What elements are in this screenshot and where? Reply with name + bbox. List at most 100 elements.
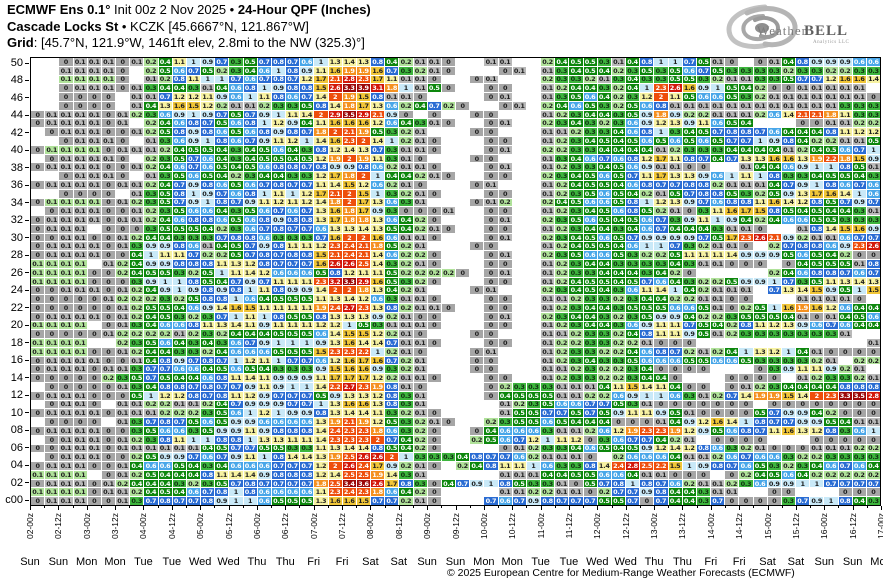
qpf-cell: 0.4 <box>583 207 597 216</box>
qpf-cell: 0.1 <box>711 479 725 488</box>
qpf-cell <box>442 76 455 84</box>
qpf-cell <box>442 155 455 163</box>
qpf-cell: 0.6 <box>597 251 611 260</box>
qpf-cell: 0 <box>59 189 73 198</box>
qpf-cell: 0 <box>739 242 753 251</box>
qpf-cell: 0.4 <box>286 154 300 163</box>
qpf-cell: 1.2 <box>186 93 200 101</box>
qpf-cell: 0.6 <box>229 339 243 347</box>
qpf-cell: 0.6 <box>229 365 243 374</box>
qpf-cell: 0.3 <box>640 75 654 84</box>
qpf-cell: 1.1 <box>215 470 229 479</box>
qpf-cell: 0 <box>101 356 115 365</box>
qpf-cell: 0.7 <box>172 497 186 505</box>
qpf-cell: 0.1 <box>45 347 59 356</box>
qpf-cell: 0.4 <box>569 286 583 295</box>
qpf-cell <box>442 445 455 453</box>
qpf-cell: 0 <box>59 93 73 101</box>
qpf-cell: 1.3 <box>668 198 682 207</box>
qpf-cell: 1.1 <box>654 330 668 339</box>
qpf-cell: 0 <box>413 207 427 216</box>
qpf-cell: 0.1 <box>73 462 87 470</box>
qpf-cell: 0.6 <box>385 216 399 224</box>
qpf-cell: 0 <box>470 356 484 365</box>
qpf-cell: 0.4 <box>399 216 413 224</box>
qpf-cell: 0.3 <box>583 295 597 303</box>
qpf-cell: 1.2 <box>314 154 328 163</box>
x-tick-mark <box>597 506 599 510</box>
qpf-cell: 0.2 <box>399 128 413 137</box>
qpf-cell: 0.4 <box>611 268 625 277</box>
qpf-cell: 0 <box>31 365 45 374</box>
qpf-cell: 0.5 <box>866 137 880 145</box>
x-tick-mark <box>568 506 570 510</box>
qpf-cell: 0 <box>484 330 498 339</box>
qpf-cell: 0.1 <box>73 470 87 479</box>
qpf-cell: 0.8 <box>824 128 838 137</box>
qpf-cell: 0.2 <box>470 435 484 444</box>
qpf-cell: 0.1 <box>59 110 73 119</box>
qpf-cell: 0.5 <box>555 418 569 426</box>
hurricane-swirl-icon <box>726 4 798 50</box>
qpf-cell: 1.9 <box>356 154 370 163</box>
qpf-cell: 0.9 <box>796 321 810 330</box>
qpf-cell: 0.1 <box>824 84 838 93</box>
qpf-cell: 0.4 <box>215 242 229 251</box>
day-label: Sun <box>445 556 466 568</box>
qpf-cell: 2.3 <box>328 242 342 251</box>
qpf-cell: 0.5 <box>229 251 243 260</box>
qpf-cell: 0.2 <box>413 444 427 453</box>
qpf-cell: 0.3 <box>682 391 696 400</box>
qpf-cell: 0.3 <box>569 75 583 84</box>
qpf-cell: 0.5 <box>597 497 611 505</box>
qpf-cell: 0.3 <box>866 172 880 180</box>
qpf-cell: 0.9 <box>300 374 314 383</box>
qpf-cell: 0.3 <box>385 154 399 163</box>
qpf-cell: 0.1 <box>45 391 59 400</box>
qpf-cell: 0.4 <box>611 277 625 286</box>
qpf-cell: 0.2 <box>427 268 441 277</box>
qpf-cell: 0.1 <box>711 295 725 303</box>
qpf-cell: 0.5 <box>257 145 271 154</box>
qpf-cell: 0.2 <box>541 198 555 207</box>
qpf-cell: 0.2 <box>810 470 824 479</box>
qpf-cell: 0.4 <box>130 462 144 470</box>
qpf-cell: 1.1 <box>767 426 781 435</box>
qpf-cell: 0 <box>413 347 427 356</box>
qpf-cell: 1.4 <box>356 224 370 233</box>
qpf-cell: 0.2 <box>158 330 172 339</box>
qpf-cell: 0.3 <box>796 66 810 75</box>
qpf-cell: 0.7 <box>229 383 243 391</box>
member-label: 40 <box>10 144 23 157</box>
qpf-cell <box>442 199 455 207</box>
qpf-cell: 0.1 <box>824 101 838 110</box>
qpf-cell: 0.7 <box>456 479 470 488</box>
qpf-cell: 2 <box>314 110 328 119</box>
qpf-cell: 1.3 <box>229 260 243 268</box>
y-tick-mark <box>25 254 29 256</box>
qpf-cell: 0.1 <box>201 242 215 251</box>
qpf-cell: 0.2 <box>753 110 767 119</box>
qpf-cell: 1.1 <box>498 462 512 470</box>
qpf-cell: 0.6 <box>512 426 526 435</box>
qpf-cell <box>428 471 441 479</box>
qpf-cell: 0.6 <box>753 479 767 488</box>
qpf-cell: 0.7 <box>626 435 640 444</box>
qpf-cell: 0.4 <box>626 145 640 154</box>
qpf-cell <box>414 111 427 119</box>
qpf-cell: 0.9 <box>767 251 781 260</box>
qpf-cell: 0.2 <box>385 180 399 189</box>
qpf-cell: 0.2 <box>399 365 413 374</box>
qpf-cell: 0.1 <box>59 277 73 286</box>
qpf-cell: 0 <box>45 286 59 295</box>
qpf-cell: 0 <box>101 391 115 400</box>
qpf-cell: 0.6 <box>838 145 852 154</box>
qpf-cell: 0.6 <box>711 198 725 207</box>
qpf-cell: 0.2 <box>555 224 569 233</box>
qpf-cell: 1.3 <box>371 198 385 207</box>
qpf-cell <box>527 348 540 356</box>
qpf-cell: 0.1 <box>526 470 540 479</box>
qpf-cell: 0.6 <box>583 444 597 453</box>
qpf-cell: 0.3 <box>399 277 413 286</box>
qpf-cell: 0 <box>781 400 795 409</box>
